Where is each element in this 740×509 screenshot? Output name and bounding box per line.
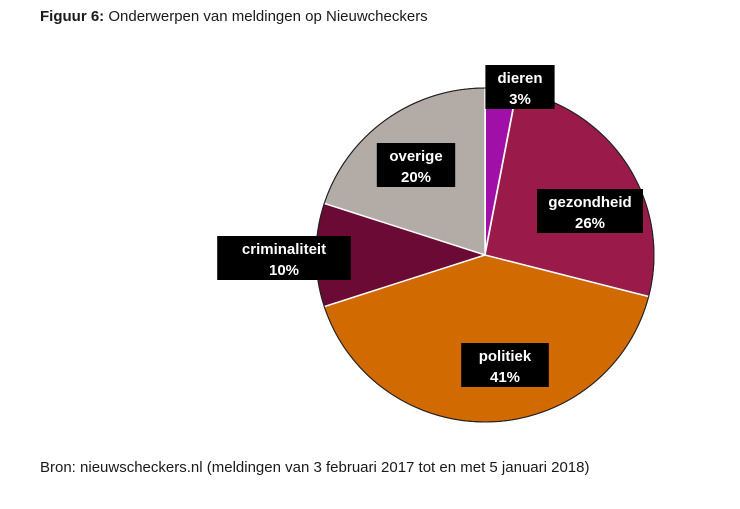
source-note: Bron: nieuwscheckers.nl (meldingen van 3… (40, 459, 590, 476)
slice-name: criminaliteit (242, 241, 326, 258)
slice-value: 10% (269, 262, 299, 279)
slice-separator (484, 254, 649, 298)
slice-value: 26% (575, 215, 605, 232)
slice-name: dieren (497, 70, 542, 87)
slice-value: 41% (490, 369, 520, 386)
slice-separator (324, 202, 486, 256)
slice-value: 3% (509, 91, 531, 108)
label-box (485, 65, 555, 109)
label-box (461, 343, 549, 387)
slice-name: gezondheid (548, 194, 631, 211)
slice-label-overige: overige 20% (376, 143, 456, 187)
slice-label-dieren: dieren 3% (485, 65, 555, 109)
slice-name: politiek (479, 348, 532, 365)
slice-value: 20% (401, 169, 431, 186)
slice-label-politiek: politiek 41% (461, 343, 549, 387)
slice-separator (484, 90, 518, 256)
chart-title: Figuur 6: Onderwerpen van meldingen op N… (40, 8, 428, 25)
figure-title: Onderwerpen van meldingen op Nieuwchecke… (108, 8, 428, 25)
label-box (537, 189, 643, 233)
slice-label-gezondheid: gezondheid 26% (537, 189, 643, 233)
slice-name: overige (389, 148, 442, 165)
figure-label: Figuur 6: (40, 8, 105, 25)
label-box (376, 143, 456, 187)
slice-separator (324, 254, 486, 308)
label-box (217, 236, 351, 280)
slice-label-criminaliteit: criminaliteit 10% (217, 236, 351, 280)
